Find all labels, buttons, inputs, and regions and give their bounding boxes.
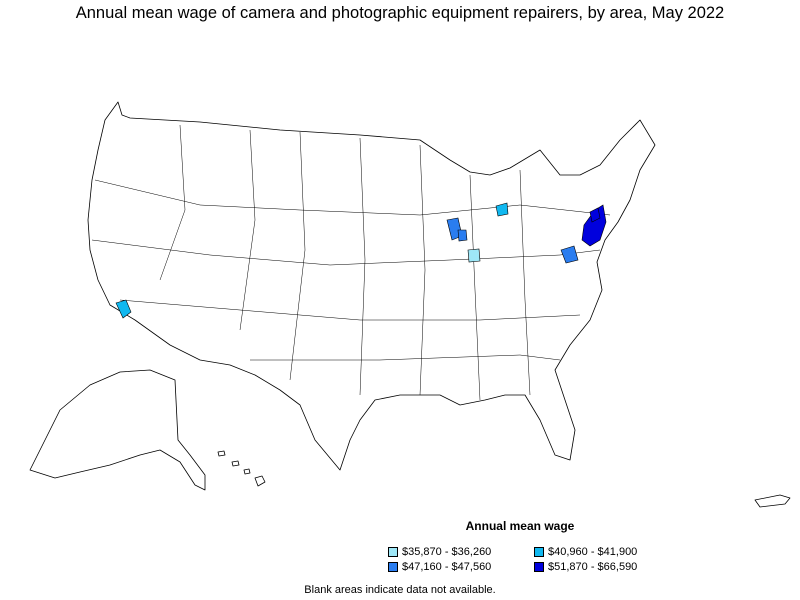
legend-label: $35,870 - $36,260 xyxy=(402,546,492,558)
hawaii-island xyxy=(254,475,266,487)
legend-label: $40,960 - $41,900 xyxy=(548,546,638,558)
legend-item: $47,160 - $47,560 xyxy=(388,561,491,573)
hawaii-island xyxy=(231,460,240,467)
area-indiana xyxy=(457,229,468,242)
legend-swatch xyxy=(534,547,544,557)
legend-label: $51,870 - $66,590 xyxy=(548,561,638,573)
area-los-angeles xyxy=(115,299,132,319)
hawaii-island xyxy=(217,450,226,457)
hawaii-island xyxy=(243,468,251,475)
footnote: Blank areas indicate data not available. xyxy=(304,584,496,596)
legend-swatch xyxy=(388,547,398,557)
area-detroit xyxy=(495,202,509,217)
puerto-rico xyxy=(754,494,791,508)
legend-swatch xyxy=(534,562,544,572)
legend-title: Annual mean wage xyxy=(465,519,575,533)
alaska-outline xyxy=(29,369,206,491)
legend-label: $47,160 - $47,560 xyxy=(402,561,492,573)
legend-item: $51,870 - $66,590 xyxy=(534,561,637,573)
area-washington-dc xyxy=(560,245,579,264)
legend-item: $35,870 - $36,260 xyxy=(388,546,491,558)
area-boston-corridor xyxy=(589,207,601,223)
area-indianapolis xyxy=(467,248,481,263)
legend-item: $40,960 - $41,900 xyxy=(534,546,637,558)
contiguous-us-outline xyxy=(87,101,656,471)
legend-swatch xyxy=(388,562,398,572)
map-title: Annual mean wage of camera and photograp… xyxy=(75,4,725,22)
